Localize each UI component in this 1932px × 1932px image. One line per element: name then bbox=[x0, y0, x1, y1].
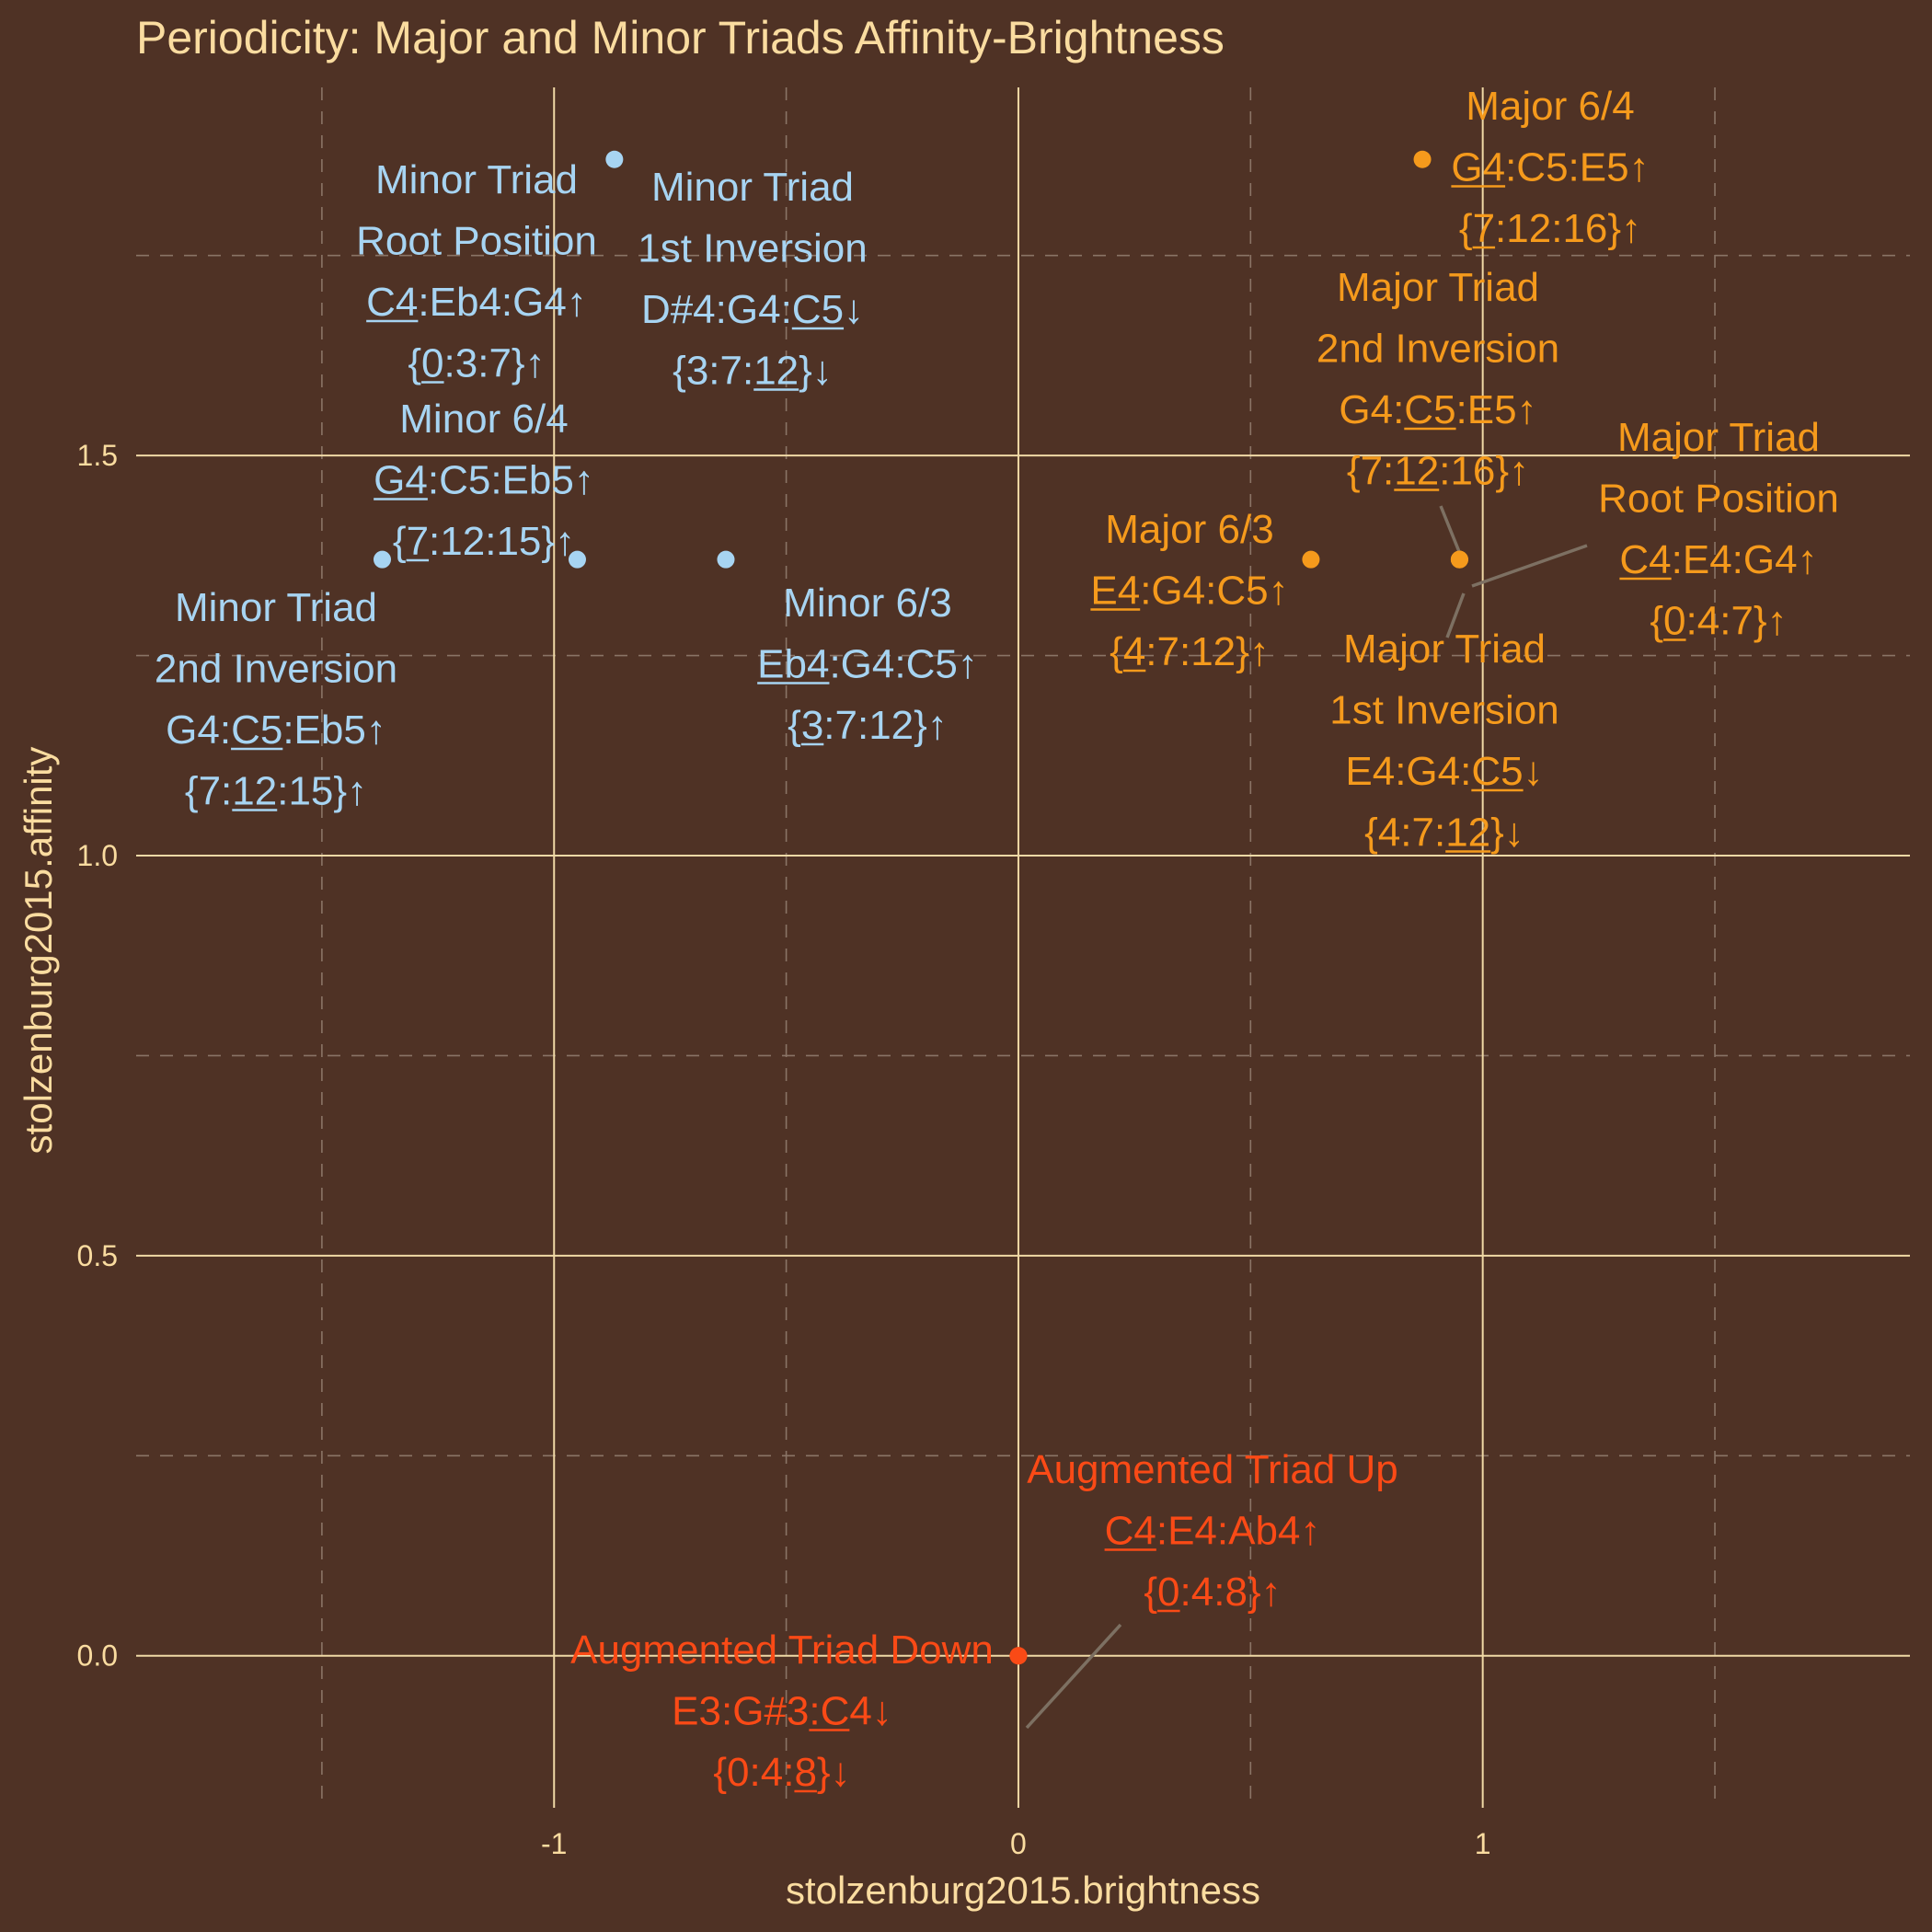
point-label-line: Minor 6/3 bbox=[783, 581, 951, 626]
point-label-line: E3:G#3:C4↓ bbox=[672, 1689, 892, 1734]
point-label-line: Minor Triad bbox=[175, 585, 377, 630]
augmented-point-label: Augmented Triad Down E3:G#3:C4↓ {0:4:8}↓ bbox=[570, 1627, 994, 1795]
point-label-line: {4:7:12}↑ bbox=[1110, 629, 1270, 674]
y-tick-label: 1.5 bbox=[77, 439, 118, 472]
augmented-triad-point bbox=[1009, 1647, 1028, 1665]
point-label-line: G4:C5:E5↑ bbox=[1451, 145, 1649, 190]
tick-labels: -1 0 1 0.0 0.5 1.0 1.5 bbox=[77, 439, 1491, 1860]
point-label-line: {7:12:16}↑ bbox=[1459, 206, 1641, 251]
point-label-line: Root Position bbox=[1598, 477, 1839, 522]
major-point-label: Major Triad 2nd Inversion G4:C5:E5↑ {7:12:1… bbox=[1317, 265, 1559, 494]
label-leader-line bbox=[1025, 1623, 1122, 1730]
major-triad-point bbox=[1450, 550, 1468, 569]
point-label-line: 2nd Inversion bbox=[155, 647, 397, 692]
major-point-label: Major 6/3 E4:G4:C5↑ {4:7:12}↑ bbox=[1090, 507, 1289, 674]
y-axis-title: stolzenburg2015.affinity bbox=[17, 747, 60, 1155]
point-label-line: 2nd Inversion bbox=[1317, 327, 1559, 372]
point-label-line: D#4:G4:C5↓ bbox=[641, 287, 864, 332]
point-label-line: G4:C5:E5↑ bbox=[1339, 387, 1536, 432]
point-label-line: Augmented Triad Down bbox=[570, 1627, 994, 1673]
y-tick-label: 1.0 bbox=[77, 839, 118, 872]
minor-triad-point bbox=[568, 550, 586, 569]
label-leader-line bbox=[1445, 592, 1466, 638]
major-triad-point bbox=[1413, 150, 1432, 168]
minor-point-label: Minor Triad 1st Inversion D#4:G4:C5↓ {3:7:1… bbox=[638, 165, 867, 394]
point-label-line: C4:Eb4:G4↑ bbox=[366, 280, 587, 325]
point-label-line: Major Triad bbox=[1337, 265, 1539, 310]
augmented-point-label: Augmented Triad Up C4:E4:Ab4↑ {0:4:8}↑ bbox=[1027, 1447, 1398, 1615]
point-labels: Minor Triad 2nd Inversion G4:C5:Eb5↑ {7:12:… bbox=[155, 84, 1839, 1795]
x-tick-label: 0 bbox=[1010, 1827, 1027, 1860]
point-label-line: E4:G4:C5↑ bbox=[1090, 569, 1288, 614]
point-label-line: {4:7:12}↓ bbox=[1364, 811, 1524, 856]
x-axis-title: stolzenburg2015.brightness bbox=[786, 1869, 1260, 1912]
major-point-label: Major 6/4 G4:C5:E5↑ {7:12:16}↑ bbox=[1451, 84, 1650, 251]
major-point-label: Major Triad 1st Inversion E4:G4:C5↓ {4:7:12… bbox=[1329, 627, 1558, 856]
point-label-line: G4:C5:Eb5↑ bbox=[374, 458, 594, 503]
minor-triad-point bbox=[605, 150, 624, 168]
x-tick-label: 1 bbox=[1475, 1827, 1491, 1860]
major-point-label: Major Triad Root Position C4:E4:G4↑ {0:4:7}… bbox=[1598, 415, 1839, 644]
point-label-line: Root Position bbox=[356, 219, 597, 264]
point-label-line: Minor Triad bbox=[651, 165, 854, 210]
point-label-line: Minor Triad bbox=[375, 157, 578, 202]
minor-triad-point bbox=[373, 550, 391, 569]
label-leader-line bbox=[1471, 544, 1588, 588]
minor-gridlines bbox=[136, 87, 1910, 1808]
major-gridlines bbox=[136, 87, 1910, 1808]
point-label-line: C4:E4:Ab4↑ bbox=[1105, 1509, 1321, 1554]
point-label-line: Augmented Triad Up bbox=[1027, 1447, 1398, 1492]
point-label-line: {3:7:12}↓ bbox=[673, 349, 833, 394]
x-tick-label: -1 bbox=[541, 1827, 567, 1860]
point-label-line: Eb4:G4:C5↑ bbox=[757, 642, 978, 687]
minor-point-label: Minor 6/3 Eb4:G4:C5↑ {3:7:12}↑ bbox=[757, 581, 978, 748]
point-label-line: E4:G4:C5↓ bbox=[1345, 749, 1543, 794]
point-label-line: {7:12:15}↑ bbox=[393, 519, 575, 564]
point-label-line: 1st Inversion bbox=[1329, 688, 1558, 733]
point-label-line: Major 6/4 bbox=[1466, 84, 1634, 129]
minor-point-label: Minor 6/4 G4:C5:Eb5↑ {7:12:15}↑ bbox=[374, 397, 594, 564]
point-label-line: {0:4:8}↑ bbox=[1144, 1570, 1281, 1615]
point-label-line: {0:3:7}↑ bbox=[408, 341, 545, 386]
point-label-line: {0:4:8}↓ bbox=[713, 1750, 850, 1795]
point-label-line: C4:E4:G4↑ bbox=[1619, 537, 1817, 582]
minor-point-label: Minor Triad Root Position C4:Eb4:G4↑ {0:3:7… bbox=[356, 157, 597, 386]
y-tick-label: 0.5 bbox=[77, 1239, 118, 1272]
point-label-line: Major Triad bbox=[1343, 627, 1546, 672]
point-label-line: {7:12:16}↑ bbox=[1347, 449, 1529, 494]
point-label-line: 1st Inversion bbox=[638, 226, 867, 271]
point-label-line: Major Triad bbox=[1617, 415, 1820, 460]
minor-triad-point bbox=[717, 550, 735, 569]
data-points bbox=[373, 150, 1468, 1665]
point-label-line: Major 6/3 bbox=[1105, 507, 1273, 552]
chart-title: Periodicity: Major and Minor Triads Affi… bbox=[136, 12, 1225, 63]
y-tick-label: 0.0 bbox=[77, 1639, 118, 1673]
point-label-line: G4:C5:Eb5↑ bbox=[166, 707, 386, 753]
point-label-line: {3:7:12}↑ bbox=[788, 703, 948, 748]
major-triad-point bbox=[1302, 550, 1320, 569]
point-label-line: Minor 6/4 bbox=[399, 397, 568, 442]
minor-point-label: Minor Triad 2nd Inversion G4:C5:Eb5↑ {7:12:… bbox=[155, 585, 397, 814]
point-label-line: {0:4:7}↑ bbox=[1650, 599, 1787, 644]
point-label-line: {7:12:15}↑ bbox=[185, 769, 367, 814]
